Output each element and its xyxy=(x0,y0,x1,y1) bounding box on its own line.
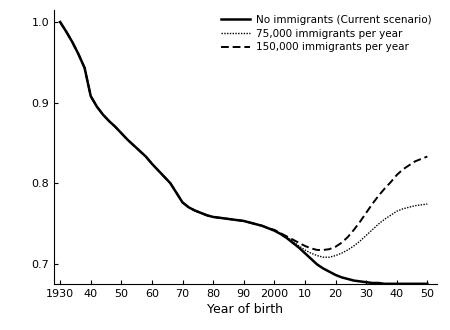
Legend: No immigrants (Current scenario), 75,000 immigrants per year, 150,000 immigrants: No immigrants (Current scenario), 75,000… xyxy=(221,15,431,52)
150,000 immigrants per year xyxy=(58,20,63,24)
150,000 immigrants per year xyxy=(425,154,430,158)
No immigrants (Current scenario) xyxy=(58,20,63,24)
No immigrants (Current scenario) xyxy=(186,205,191,209)
Line: 75,000 immigrants per year: 75,000 immigrants per year xyxy=(60,22,428,257)
75,000 immigrants per year xyxy=(425,202,430,206)
No immigrants (Current scenario) xyxy=(131,143,136,147)
75,000 immigrants per year xyxy=(58,20,63,24)
X-axis label: Year of birth: Year of birth xyxy=(207,303,283,316)
No immigrants (Current scenario) xyxy=(143,154,148,158)
150,000 immigrants per year xyxy=(131,143,136,147)
No immigrants (Current scenario) xyxy=(382,282,387,286)
Line: No immigrants (Current scenario): No immigrants (Current scenario) xyxy=(60,22,428,284)
150,000 immigrants per year xyxy=(382,187,387,191)
75,000 immigrants per year xyxy=(320,255,326,259)
75,000 immigrants per year xyxy=(186,205,191,209)
75,000 immigrants per year xyxy=(382,217,387,221)
75,000 immigrants per year xyxy=(143,154,148,158)
150,000 immigrants per year xyxy=(315,248,320,252)
75,000 immigrants per year xyxy=(253,222,259,226)
150,000 immigrants per year xyxy=(253,222,259,226)
150,000 immigrants per year xyxy=(186,205,191,209)
No immigrants (Current scenario) xyxy=(425,282,430,286)
75,000 immigrants per year xyxy=(131,143,136,147)
150,000 immigrants per year xyxy=(143,154,148,158)
No immigrants (Current scenario) xyxy=(376,281,381,285)
150,000 immigrants per year xyxy=(278,231,283,235)
Line: 150,000 immigrants per year: 150,000 immigrants per year xyxy=(60,22,428,250)
No immigrants (Current scenario) xyxy=(278,232,283,236)
No immigrants (Current scenario) xyxy=(253,222,259,226)
75,000 immigrants per year xyxy=(278,232,283,236)
